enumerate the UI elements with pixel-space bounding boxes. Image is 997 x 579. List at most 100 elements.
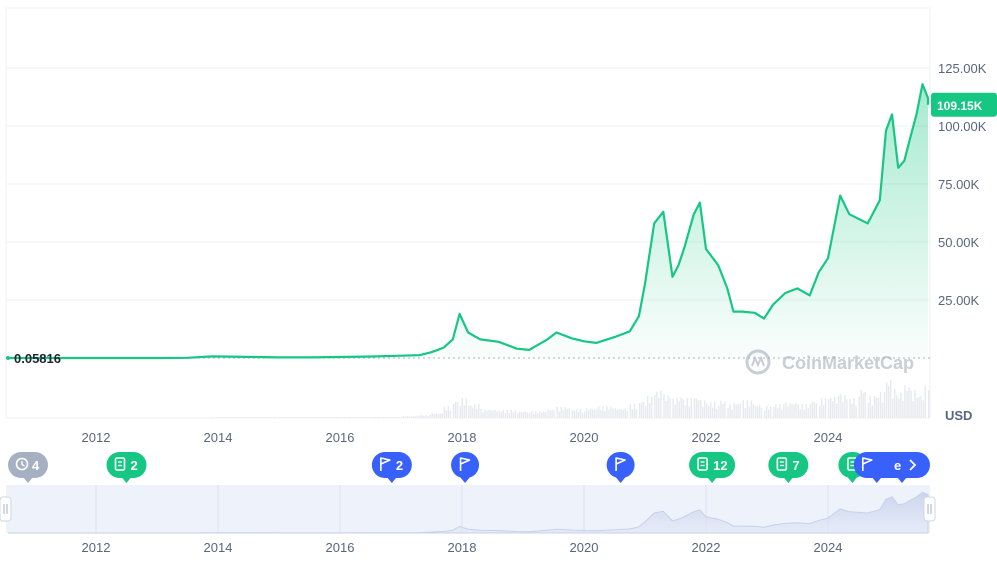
volume-bar: [465, 398, 467, 418]
volume-bar: [568, 408, 570, 418]
y-tick-label: 75.00K: [938, 177, 980, 192]
event-marker-pill[interactable]: [606, 452, 635, 478]
volume-bar: [482, 411, 484, 418]
volume-bar: [906, 391, 908, 418]
volume-bar: [811, 401, 814, 418]
y-tick-label: 50.00K: [938, 235, 980, 250]
navigator-right-handle[interactable]: [923, 496, 936, 522]
volume-bar: [551, 410, 553, 418]
event-marker-pill[interactable]: [371, 452, 412, 478]
volume-bar: [564, 407, 566, 418]
volume-bar: [305, 417, 307, 418]
volume-bar: [581, 412, 584, 418]
volume-bar: [329, 417, 331, 418]
event-marker-pill[interactable]: [689, 452, 736, 478]
volume-bar: [864, 391, 866, 418]
y-tick-label: 25.00K: [938, 293, 980, 308]
volume-bar: [724, 401, 726, 418]
volume-bar: [443, 406, 446, 418]
volume-bar: [435, 413, 437, 418]
volume-bar: [321, 417, 323, 418]
volume-bar: [380, 417, 382, 418]
volume-bar: [295, 417, 297, 418]
event-marker-pointer: [615, 477, 626, 483]
volume-bar: [612, 408, 614, 418]
volume-bar: [484, 409, 486, 418]
volume-bar: [246, 417, 248, 418]
event-marker-flag[interactable]: [606, 452, 635, 483]
volume-bar: [537, 413, 539, 418]
volume-bar: [642, 401, 645, 418]
volume-bar: [575, 409, 578, 418]
volume-bar: [624, 408, 626, 418]
volume-bar: [313, 417, 315, 418]
price-line[interactable]: [8, 83, 930, 360]
volume-bar: [783, 404, 785, 418]
volume-bar: [881, 402, 884, 418]
event-marker-pointer: [783, 477, 794, 483]
volume-bar: [688, 406, 691, 418]
volume-bar: [801, 404, 803, 418]
volume-bar: [898, 398, 900, 418]
document-icon: [697, 457, 708, 471]
volume-bar: [813, 402, 816, 418]
volume-bar: [672, 398, 674, 418]
volume-bar: [682, 399, 684, 418]
event-marker-doc[interactable]: 7: [768, 452, 809, 483]
event-marker-label: 4: [32, 458, 40, 473]
range-navigator[interactable]: [0, 485, 936, 534]
volume-bar: [596, 408, 598, 418]
volume-bar: [558, 411, 560, 418]
event-marker-more[interactable]: e: [874, 452, 930, 483]
volume-bar: [344, 417, 346, 418]
volume-bar: [431, 413, 433, 418]
event-marker-history[interactable]: 4: [8, 452, 48, 483]
volume-bar: [739, 403, 741, 418]
grid-lines: [6, 67, 930, 301]
volume-bar: [236, 417, 238, 418]
volume-bar: [211, 417, 214, 418]
event-marker-pill[interactable]: [768, 452, 809, 478]
volume-bar: [654, 394, 656, 418]
price-area-fill: [8, 84, 928, 358]
volume-bar: [912, 401, 914, 418]
event-marker-doc[interactable]: 12: [689, 452, 736, 483]
volume-bar: [629, 404, 632, 418]
volume-bar: [317, 417, 319, 418]
event-marker-pill[interactable]: [874, 452, 930, 478]
event-marker-flag[interactable]: [451, 452, 480, 483]
volume-bar: [459, 406, 461, 418]
navigator-left-handle[interactable]: [0, 496, 12, 522]
volume-bar: [270, 417, 272, 418]
volume-bar: [283, 417, 285, 418]
volume-bar: [264, 417, 266, 418]
volume-bar: [219, 417, 222, 418]
volume-bar: [301, 417, 303, 418]
chevron-right-icon: [909, 459, 917, 471]
event-marker-pill[interactable]: [451, 452, 480, 478]
volume-bar: [873, 396, 876, 418]
volume-bar: [602, 406, 604, 418]
event-marker-doc[interactable]: 2: [106, 452, 147, 483]
volume-bar: [407, 416, 409, 418]
volume-bar: [690, 398, 693, 418]
volume-bar: [502, 410, 504, 418]
event-markers[interactable]: 42212721e: [8, 452, 930, 483]
event-marker-pill[interactable]: [106, 452, 147, 478]
volume-bar: [362, 417, 364, 418]
x-tick-label: 2012: [82, 430, 111, 445]
volume-bar: [364, 417, 366, 418]
volume-bar: [674, 404, 676, 418]
volume-bar: [712, 407, 714, 418]
volume-bar: [752, 404, 754, 418]
event-marker-flag[interactable]: 2: [371, 452, 412, 483]
volume-bar: [703, 400, 706, 418]
volume-bar: [496, 411, 498, 418]
volume-bar: [584, 411, 586, 418]
volume-bar: [598, 406, 600, 418]
current-price-badge: 109.15K: [931, 92, 997, 117]
volume-bar: [777, 408, 779, 418]
volume-bar: [384, 417, 386, 418]
